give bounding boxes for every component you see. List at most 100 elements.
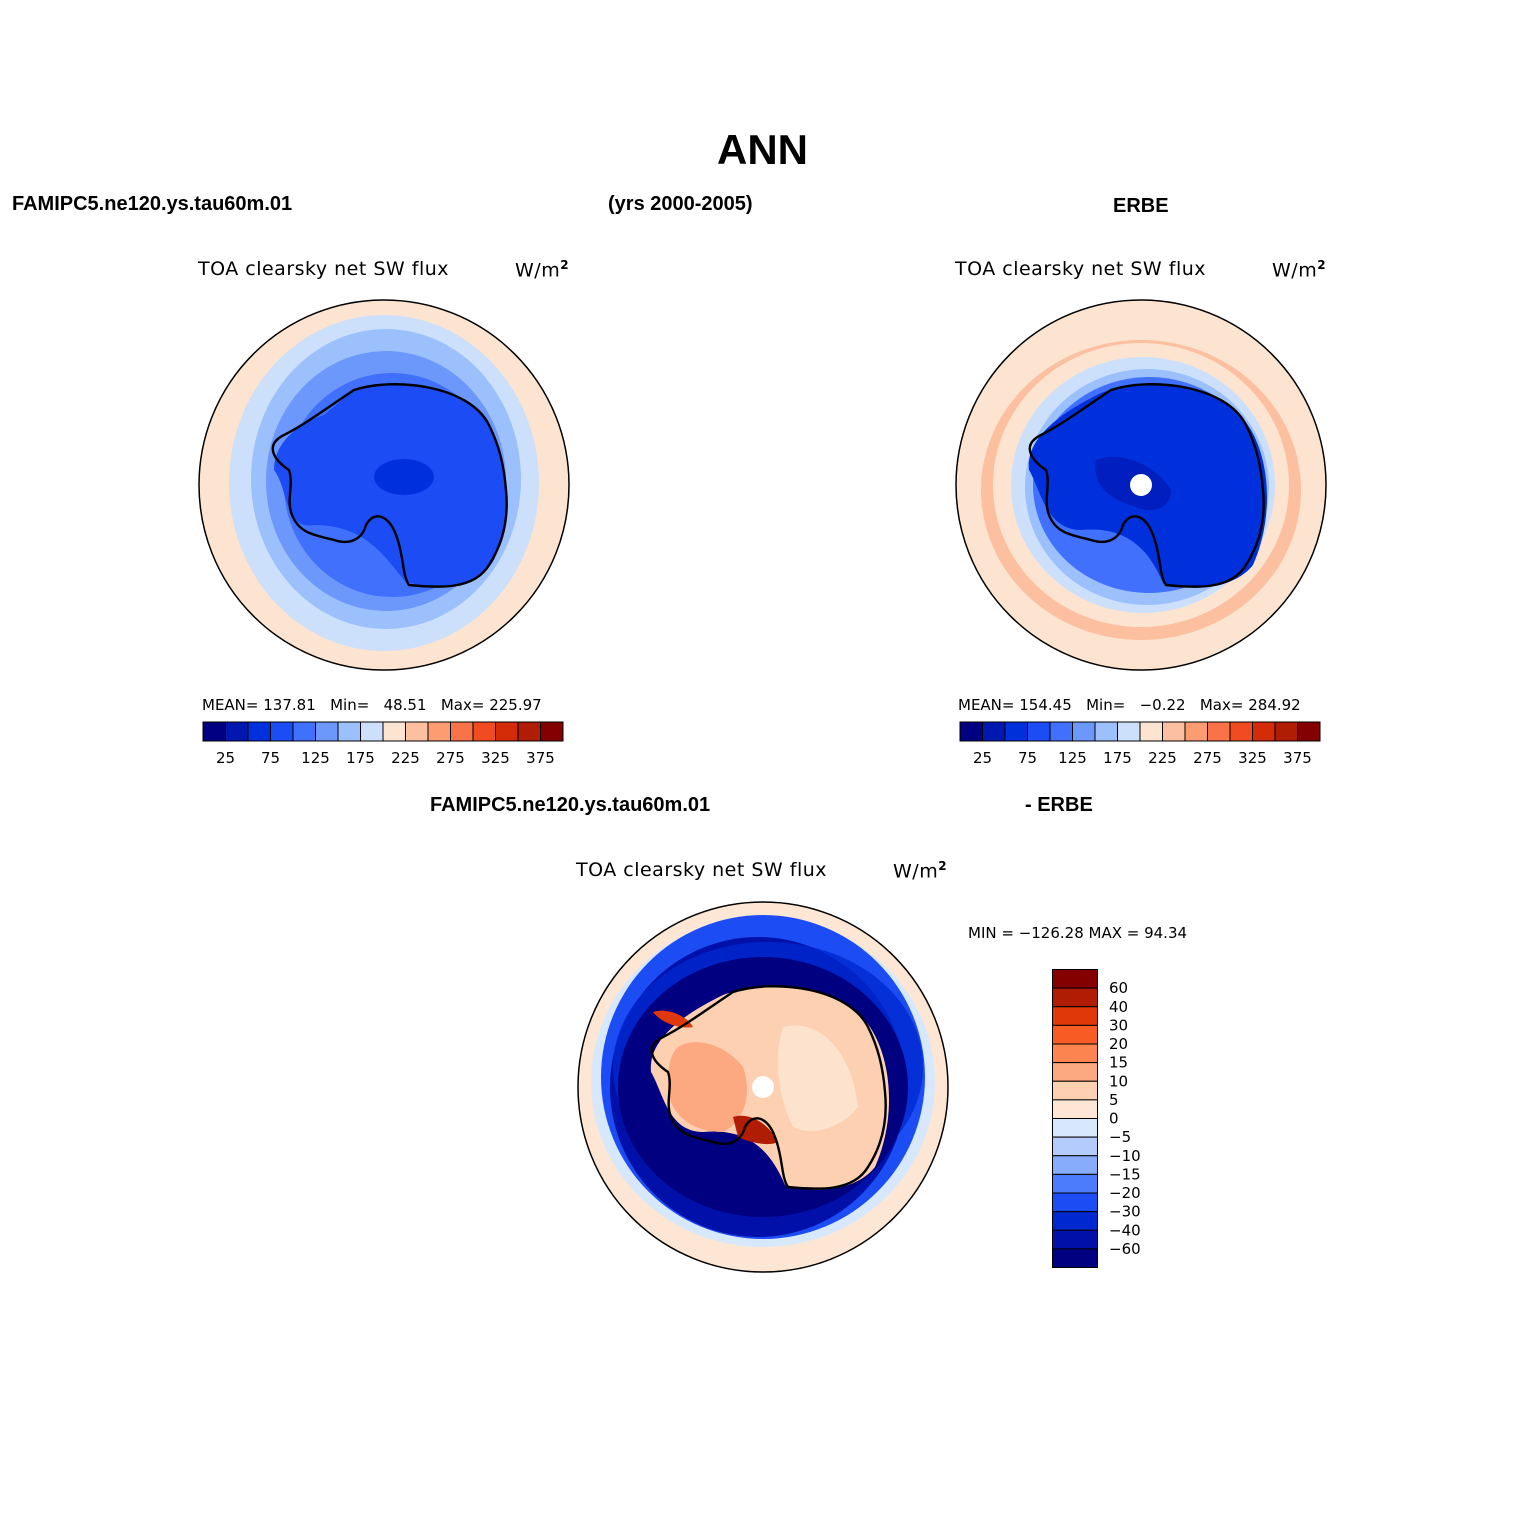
panel2-colorbar-box — [1207, 721, 1231, 742]
panel1-colorbar-box — [517, 721, 541, 742]
panel1-colorbar-box — [292, 721, 316, 742]
panel1-colorbar-label: 325 — [481, 749, 510, 767]
diff-left-label: FAMIPC5.ne120.ys.tau60m.01 — [430, 794, 711, 816]
panel3-colorbar-label: 5 — [1109, 1091, 1119, 1109]
panel2-field-title: TOA clearsky net SW flux — [955, 258, 1207, 280]
obs-map — [955, 299, 1327, 671]
panel3-colorbar-label: 0 — [1109, 1110, 1119, 1128]
panel1-colorbar-label: 75 — [261, 749, 280, 767]
panel3-units: W/m2 — [893, 859, 948, 883]
panel3-colorbar-label: 30 — [1109, 1016, 1128, 1034]
panel1-colorbar-label: 175 — [346, 749, 375, 767]
panel3-colorbar-box — [1052, 987, 1098, 1008]
panel2-colorbar-box — [1004, 721, 1028, 742]
panel3-colorbar-box — [1052, 1080, 1098, 1101]
panel1-colorbar-box — [427, 721, 451, 742]
panel2-colorbar-label: 275 — [1193, 749, 1222, 767]
panel2-colorbar-box — [1162, 721, 1186, 742]
panel1-colorbar-box — [270, 721, 294, 742]
panel2-units: W/m2 — [1272, 258, 1327, 282]
panel2-colorbar-box — [1094, 721, 1118, 742]
panel2-colorbar-box — [1229, 721, 1253, 742]
panel2-colorbar-box — [1072, 721, 1096, 742]
panel1-colorbar-label: 225 — [391, 749, 420, 767]
panel1-colorbar-box — [247, 721, 271, 742]
panel1-colorbar-box — [495, 721, 519, 742]
panel3-colorbar-label: 10 — [1109, 1072, 1128, 1090]
panel1-colorbar-box — [315, 721, 339, 742]
panel3-colorbar-box — [1052, 1173, 1098, 1194]
difference-map — [577, 901, 949, 1273]
panel3-colorbar-label: −30 — [1109, 1203, 1141, 1221]
panel3-colorbar-label: −20 — [1109, 1184, 1141, 1202]
panel1-colorbar-box — [382, 721, 406, 742]
panel2-colorbar-box — [1049, 721, 1073, 742]
panel3-colorbar-label: 20 — [1109, 1035, 1128, 1053]
years-label: (yrs 2000-2005) — [608, 193, 753, 215]
panel2-colorbar-box — [1252, 721, 1276, 742]
panel3-colorbar-label: −40 — [1109, 1221, 1141, 1239]
panel3-colorbar-box — [1052, 1062, 1098, 1082]
panel1-colorbar-box — [337, 721, 361, 742]
panel2-colorbar-label: 25 — [973, 749, 992, 767]
panel1-colorbar: 25 75 125 175 225 275 325 375 — [202, 721, 564, 767]
panel3-colorbar-box — [1052, 1118, 1098, 1138]
obs-name-label: ERBE — [1113, 195, 1169, 217]
diff-right-label: - ERBE — [1025, 794, 1093, 816]
panel1-colorbar-label: 275 — [436, 749, 465, 767]
panel1-colorbar-box — [472, 721, 496, 742]
panel2-colorbar-box — [1274, 721, 1298, 742]
panel3-colorbar-box — [1052, 1024, 1098, 1045]
panel2-colorbar: 25 75 125 175 225 275 325 375 — [959, 721, 1321, 767]
panel2-stats: MEAN= 154.45 Min= −0.22 Max= 284.92 — [958, 696, 1301, 714]
panel3-colorbar-box — [1052, 1248, 1098, 1268]
panel2-colorbar-label: 125 — [1058, 749, 1087, 767]
panel2-colorbar-box — [982, 721, 1006, 742]
panel1-units: W/m2 — [515, 258, 570, 282]
panel1-colorbar-box — [202, 721, 226, 742]
panel2-colorbar-label: 225 — [1148, 749, 1177, 767]
panel3-colorbar-box — [1052, 1006, 1098, 1026]
panel3-colorbar-label: −10 — [1109, 1147, 1141, 1165]
panel2-colorbar-box — [1297, 721, 1321, 742]
panel3-colorbar-box — [1052, 1099, 1098, 1119]
panel3-colorbar-label: 60 — [1109, 979, 1128, 997]
model-map — [198, 299, 570, 671]
panel3-colorbar-box — [1052, 969, 1098, 989]
panel3-colorbar-label: −60 — [1109, 1240, 1141, 1258]
panel3-colorbar-label: 40 — [1109, 998, 1128, 1016]
panel3-colorbar-box — [1052, 1136, 1098, 1157]
panel3-field-title: TOA clearsky net SW flux — [576, 859, 828, 881]
panel1-colorbar-box — [225, 721, 249, 742]
panel1-colorbar-label: 125 — [301, 749, 330, 767]
panel3-colorbar-box — [1052, 1229, 1098, 1250]
panel2-colorbar-box — [959, 721, 983, 742]
panel2-colorbar-label: 375 — [1283, 749, 1312, 767]
panel1-colorbar-label: 25 — [216, 749, 235, 767]
panel1-field-title: TOA clearsky net SW flux — [198, 258, 450, 280]
panel2-colorbar-label: 325 — [1238, 749, 1267, 767]
panel1-stats: MEAN= 137.81 Min= 48.51 Max= 225.97 — [202, 696, 542, 714]
panel3-colorbar-label: −5 — [1109, 1128, 1131, 1146]
panel2-colorbar-label: 175 — [1103, 749, 1132, 767]
panel1-colorbar-box — [540, 721, 564, 742]
panel2-colorbar-label: 75 — [1018, 749, 1037, 767]
case-name-label: FAMIPC5.ne120.ys.tau60m.01 — [12, 193, 293, 215]
panel1-colorbar-box — [360, 721, 384, 742]
panel2-colorbar-box — [1027, 721, 1051, 742]
panel3-minmax: MIN = −126.28 MAX = 94.34 — [968, 924, 1188, 942]
figure-title: ANN — [717, 126, 808, 173]
panel3-colorbar-box — [1052, 1155, 1098, 1175]
panel3-colorbar-box — [1052, 1192, 1098, 1213]
panel1-colorbar-box — [405, 721, 429, 742]
panel3-colorbar-label: −15 — [1109, 1165, 1141, 1183]
panel1-colorbar-box — [450, 721, 474, 742]
panel2-colorbar-box — [1117, 721, 1141, 742]
panel3-colorbar-label: 15 — [1109, 1054, 1128, 1072]
panel3-colorbar-box — [1052, 1043, 1098, 1064]
panel2-colorbar-box — [1184, 721, 1208, 742]
panel1-colorbar-label: 375 — [526, 749, 555, 767]
panel2-colorbar-box — [1139, 721, 1163, 742]
panel3-colorbar-box — [1052, 1211, 1098, 1231]
